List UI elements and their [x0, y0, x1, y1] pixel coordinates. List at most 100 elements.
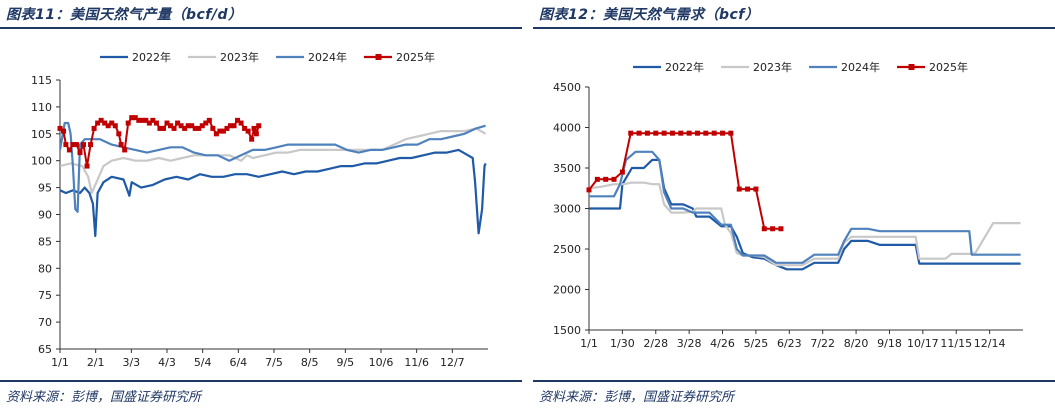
series-line [60, 148, 487, 238]
series-line [589, 158, 1021, 271]
data-point [139, 117, 145, 123]
data-point [669, 130, 675, 136]
legend-marker [375, 54, 382, 60]
y-tick-label: 105 [31, 128, 52, 141]
data-point [235, 117, 241, 123]
y-tick-label: 80 [38, 262, 52, 275]
y-tick-label: 4000 [553, 122, 581, 135]
y-tick-label: 3000 [553, 203, 581, 216]
data-point [636, 130, 642, 136]
data-point [66, 147, 72, 153]
x-tick-label: 5/4 [194, 356, 212, 369]
legend-item: 2022年 [100, 50, 171, 64]
x-tick-label: 7/22 [810, 337, 835, 350]
data-point [253, 131, 259, 137]
data-point [586, 187, 592, 193]
data-point [224, 125, 230, 131]
data-point [686, 130, 692, 136]
data-point [745, 186, 751, 192]
data-point [157, 125, 163, 131]
x-tick-label: 2/1 [87, 356, 105, 369]
data-point [118, 142, 124, 148]
data-point [611, 176, 617, 182]
x-tick-label: 8/5 [301, 356, 319, 369]
data-point [619, 169, 625, 175]
legend-item: 2023年 [188, 50, 259, 64]
data-point [703, 130, 709, 136]
x-tick-label: 3/3 [122, 356, 140, 369]
data-point [199, 123, 205, 129]
left-chart-panel: 图表11：美国天然气产量（bcf/d） 65 70 75 80 85 90 95 100 105… [0, 0, 522, 409]
demand-chart: 1500 2000 2500 3000 3500 4000 4500 1/1 1/30 2/28 3… [553, 60, 1023, 350]
data-point [73, 142, 79, 148]
legend-marker [908, 64, 915, 70]
data-point [695, 130, 700, 136]
data-point [102, 120, 108, 126]
data-point [168, 123, 174, 129]
data-point [63, 142, 69, 148]
x-tick-label: 11/6 [404, 356, 429, 369]
data-point [213, 131, 219, 137]
data-point [196, 125, 202, 131]
legend-label: 2024年 [841, 60, 880, 74]
data-point [256, 123, 262, 129]
y-tick-label: 100 [31, 155, 52, 168]
data-point [594, 176, 600, 182]
y-tick-label: 95 [38, 182, 52, 195]
y-tick-label: 70 [38, 316, 52, 329]
data-point [220, 128, 226, 134]
data-point [251, 125, 257, 131]
data-point [245, 128, 251, 134]
y-tick-label: 2000 [553, 284, 581, 297]
top-divider [0, 27, 522, 29]
legend-label: 2023年 [753, 60, 792, 74]
data-point [192, 125, 198, 131]
data-point [603, 176, 609, 182]
data-point [116, 131, 122, 137]
x-tick-label: 11/15 [940, 337, 972, 350]
data-point [178, 123, 184, 129]
legend-label: 2023年 [220, 50, 259, 64]
data-point [653, 130, 659, 136]
production-chart: 65 70 75 80 85 90 95 100 105 110 115 1/1 2/1 3/3 4/3 5/… [31, 50, 488, 369]
chart-title: 图表12：美国天然气需求（bcf） [539, 7, 760, 23]
data-point [105, 123, 111, 129]
x-tick-label: 6/23 [777, 337, 802, 350]
data-point [122, 147, 128, 153]
source-note: 资料来源：彭博，国盛证券研究所 [539, 390, 735, 405]
y-tick-label: 110 [31, 101, 52, 114]
y-tick-label: 115 [31, 74, 52, 87]
source-note: 资料来源：彭博，国盛证券研究所 [6, 390, 202, 405]
x-tick-label: 7/5 [265, 356, 283, 369]
data-point [231, 123, 237, 129]
data-point [164, 120, 170, 126]
x-tick-label: 4/26 [710, 337, 735, 350]
data-point [770, 226, 776, 232]
y-tick-label: 75 [38, 289, 52, 302]
data-point [160, 125, 166, 131]
data-point [238, 120, 244, 126]
series-line [60, 121, 486, 213]
data-point [217, 128, 223, 134]
right-chart-panel: 图表12：美国天然气需求（bcf） 1500 2000 2500 3000 3500 40… [533, 0, 1055, 409]
data-point [778, 226, 784, 232]
x-tick-label: 8/20 [844, 337, 869, 350]
series-line [589, 132, 781, 230]
data-point [136, 117, 142, 123]
data-point [171, 125, 177, 131]
x-tick-label: 2/28 [643, 337, 668, 350]
data-point [761, 226, 767, 232]
data-point [175, 120, 181, 126]
y-tick-label: 1500 [553, 324, 581, 337]
data-point [129, 115, 135, 121]
data-point [125, 120, 131, 126]
y-tick-label: 4500 [553, 81, 581, 94]
chart-title: 图表11：美国天然气产量（bcf/d） [6, 7, 243, 23]
data-point [206, 117, 212, 123]
data-point [70, 142, 76, 148]
data-point [112, 123, 118, 129]
data-point [720, 130, 726, 136]
legend-item: 2025年 [897, 60, 968, 74]
legend-item: 2024年 [276, 50, 347, 64]
x-tick-label: 6/4 [229, 356, 247, 369]
